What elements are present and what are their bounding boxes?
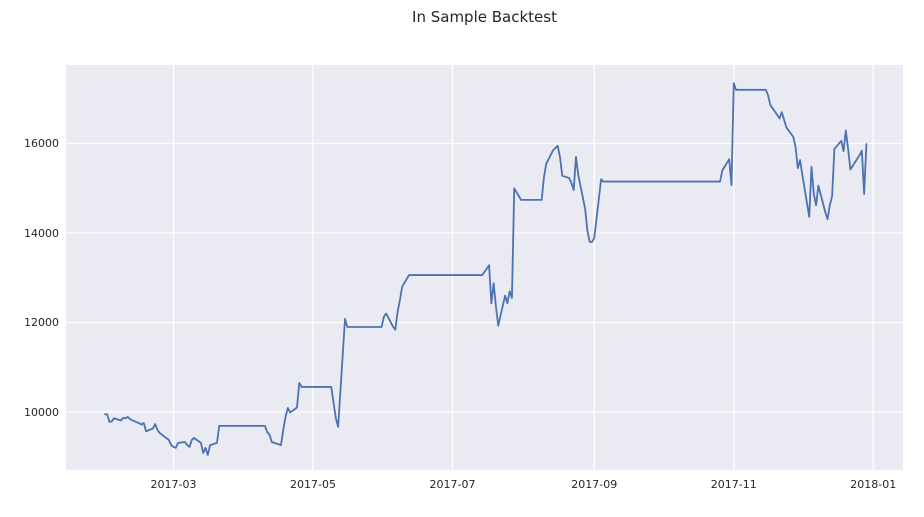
chart-title: In Sample Backtest [412, 8, 557, 26]
x-tick-label: 2017-09 [571, 478, 618, 491]
y-tick-label: 14000 [24, 226, 59, 240]
x-tick-label: 2017-07 [429, 478, 476, 491]
x-tick-label: 2017-03 [150, 478, 197, 491]
x-tick-label: 2017-11 [710, 478, 757, 491]
x-tick-label: 2018-01 [850, 478, 897, 491]
y-tick-label: 16000 [24, 137, 59, 151]
y-tick-label: 12000 [24, 316, 59, 330]
equity_curve-line [103, 82, 868, 456]
y-tick-label: 10000 [24, 405, 59, 419]
x-tick-label: 2017-05 [289, 478, 336, 491]
equity-chart [66, 65, 903, 470]
plot-area [66, 65, 903, 470]
